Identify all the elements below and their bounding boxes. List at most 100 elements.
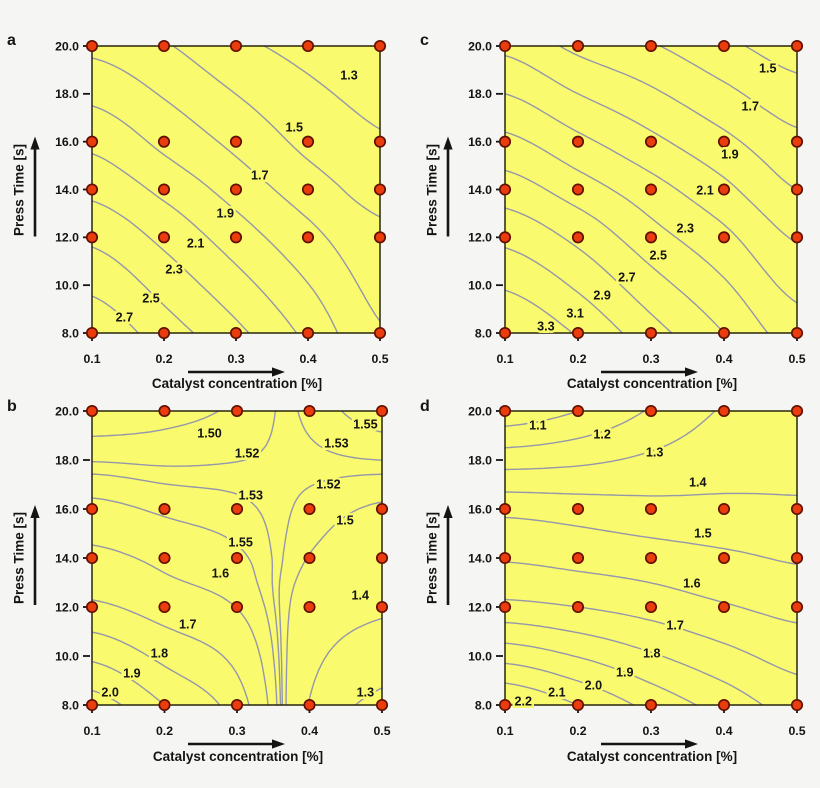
- y-tick-label: 14.0: [55, 183, 79, 197]
- contour-label: 1.3: [340, 68, 358, 82]
- x-tick-label: 0.2: [569, 352, 586, 366]
- contour-line: [91, 153, 298, 334]
- contour-line: [504, 54, 798, 244]
- design-point: [157, 231, 171, 244]
- contour-label: 2.0: [101, 685, 119, 699]
- design-point: [301, 183, 315, 196]
- design-point: [373, 326, 387, 340]
- design-point: [230, 502, 244, 516]
- design-point: [157, 326, 171, 340]
- contour-line: [91, 410, 383, 706]
- design-point: [301, 326, 315, 340]
- contour-label: 1.4: [689, 475, 707, 489]
- y-tick-label: 10.0: [55, 278, 79, 292]
- design-point: [571, 698, 585, 712]
- y-axis-title-c: Press Time [s]: [424, 143, 440, 237]
- design-point: [303, 698, 316, 712]
- design-point: [717, 502, 731, 516]
- y-tick-label: 16.0: [55, 502, 79, 516]
- design-point: [157, 135, 171, 148]
- design-point: [85, 600, 99, 614]
- design-point: [790, 600, 804, 614]
- design-point: [717, 404, 731, 418]
- panel-letter-a: a: [7, 32, 16, 49]
- design-point: [375, 502, 389, 516]
- design-point: [644, 39, 658, 53]
- design-point: [375, 600, 389, 614]
- x-tick-label: 0.3: [227, 352, 244, 366]
- design-point: [717, 551, 731, 565]
- design-point: [229, 183, 243, 196]
- y-tick-label: 18.0: [468, 87, 492, 101]
- design-point: [301, 135, 315, 148]
- x-tick-label: 0.5: [788, 352, 805, 366]
- y-tick-label: 10.0: [468, 278, 492, 292]
- design-point: [303, 551, 316, 565]
- contour-label: 1.5: [336, 513, 354, 527]
- contour-line: [91, 105, 339, 334]
- y-axis-title-b: Press Time [s]: [11, 511, 27, 605]
- x-axis-title-b: Catalyst concentration [%]: [152, 749, 324, 764]
- design-point: [790, 183, 804, 196]
- design-point: [85, 39, 99, 53]
- design-point: [498, 183, 512, 196]
- design-point: [498, 135, 512, 148]
- design-point: [571, 502, 585, 516]
- contour-label: 1.50: [197, 426, 222, 440]
- contour-label: 1.6: [212, 566, 230, 580]
- contour-label: 1.9: [616, 665, 634, 679]
- contour-line: [91, 246, 195, 334]
- contour-line: [504, 131, 769, 334]
- design-point: [85, 551, 99, 565]
- contour-label: 1.53: [239, 488, 264, 502]
- design-point: [644, 231, 658, 244]
- y-tick-label: 18.0: [55, 453, 79, 467]
- contour-line: [504, 491, 798, 497]
- y-tick-label: 14.0: [468, 551, 492, 565]
- contour-line: [504, 662, 635, 706]
- x-tick-label: 0.3: [642, 352, 659, 366]
- design-point: [85, 502, 99, 516]
- contour-label: 2.3: [677, 221, 695, 235]
- contour-label: 2.9: [593, 288, 611, 302]
- contour-label: 3.1: [566, 306, 584, 320]
- design-point: [157, 39, 171, 53]
- x-axis-arrowhead: [272, 739, 285, 749]
- design-point: [790, 502, 804, 516]
- contour-label: 1.3: [646, 445, 664, 459]
- y-tick-label: 18.0: [468, 453, 492, 467]
- panel-letter-c: c: [420, 32, 429, 49]
- x-tick-label: 0.1: [496, 724, 513, 738]
- x-tick-label: 0.1: [83, 724, 100, 738]
- contour-label: 1.55: [228, 535, 253, 549]
- design-point: [571, 404, 585, 418]
- x-axis-arrowhead: [685, 367, 698, 377]
- design-point: [85, 326, 99, 340]
- design-point: [158, 600, 171, 614]
- design-point: [790, 551, 804, 565]
- design-point: [790, 404, 804, 418]
- design-point: [790, 135, 804, 148]
- contour-line: [504, 516, 798, 565]
- contour-label: 1.9: [123, 666, 141, 680]
- design-point: [717, 600, 731, 614]
- design-point: [644, 600, 658, 614]
- x-tick-label: 0.4: [301, 724, 318, 738]
- design-point: [571, 183, 585, 196]
- contour-line: [504, 410, 645, 449]
- design-point: [303, 404, 316, 418]
- contour-line: [504, 289, 574, 334]
- contour-label: 1.1: [529, 418, 547, 432]
- y-axis-arrowhead: [443, 136, 453, 150]
- y-tick-label: 10.0: [55, 649, 79, 663]
- y-tick-label: 12.0: [55, 231, 79, 245]
- y-tick-label: 8.0: [475, 326, 492, 340]
- contour-label: 1.7: [742, 99, 760, 113]
- y-tick-label: 20.0: [468, 39, 492, 53]
- design-point: [230, 698, 244, 712]
- x-tick-label: 0.2: [156, 724, 173, 738]
- contour-line: [91, 57, 381, 323]
- y-tick-label: 12.0: [468, 600, 492, 614]
